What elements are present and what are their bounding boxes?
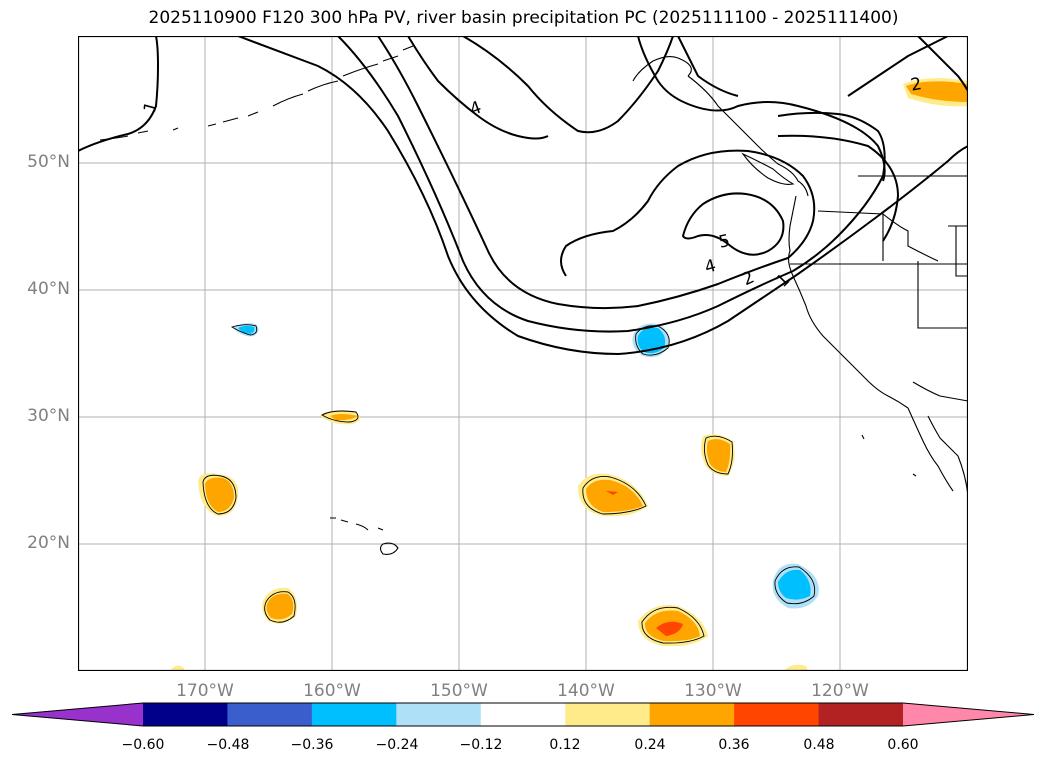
colorbar-segment: [311, 703, 397, 726]
colorbar-tick: 0.24: [634, 737, 666, 753]
colorbar-extend-high: [903, 703, 1034, 726]
colorbar-extend-low: [12, 703, 143, 726]
colorbar-tick: 0.60: [887, 737, 919, 753]
colorbar-segment: [649, 703, 735, 726]
contour-5: [681, 192, 785, 256]
lat-label-50n: 50°N: [27, 152, 70, 172]
colorbar-outline: [11, 702, 1035, 727]
contour-label: 5: [717, 231, 732, 253]
contour-4: [377, 36, 816, 310]
colorbar-tick: 0.48: [803, 737, 835, 753]
contour-1-left: [78, 36, 160, 152]
lat-label-20n: 20°N: [27, 533, 70, 553]
colorbar-tick: 0.36: [718, 737, 750, 753]
pv-contours: [78, 36, 968, 356]
contour-label: 4: [703, 256, 719, 278]
map-plot: 1 4 5 4 2 1 2: [78, 36, 968, 671]
colorbar-tick: −0.12: [459, 737, 503, 753]
lon-label-130w: 130°W: [684, 681, 742, 701]
colorbar-segment: [396, 703, 482, 726]
lon-label-160w: 160°W: [303, 681, 361, 701]
blob-orange-edge1: [170, 665, 184, 671]
precip-shading: [170, 78, 968, 671]
colorbar-segment: [143, 703, 228, 726]
shading-outlines: [202, 324, 816, 644]
map-border: [78, 36, 968, 671]
plot-title: 2025110900 F120 300 hPa PV, river basin …: [148, 8, 899, 28]
colorbar-segment: [565, 703, 651, 726]
lat-label-30n: 30°N: [27, 406, 70, 426]
colorbar-segment: [734, 703, 820, 726]
lon-label-170w: 170°W: [176, 681, 234, 701]
colorbar-tick: −0.48: [206, 737, 250, 753]
contour-label: 2: [909, 74, 923, 96]
blob-orange-edge2: [784, 664, 808, 671]
contour-label: 1: [140, 99, 162, 115]
contour-1-outer: [237, 36, 968, 356]
map-background: [78, 36, 968, 671]
lon-label-120w: 120°W: [811, 681, 869, 701]
colorbar-segment: [818, 703, 904, 726]
colorbar-tick: −0.24: [375, 737, 419, 753]
colorbar: [11, 702, 1035, 727]
lon-label-140w: 140°W: [557, 681, 615, 701]
colorbar-tick: 0.12: [549, 737, 581, 753]
contour-2: [337, 36, 886, 333]
lon-label-150w: 150°W: [430, 681, 488, 701]
colorbar-segment: [227, 703, 313, 726]
lat-label-40n: 40°N: [27, 279, 70, 299]
colorbar-tick: −0.36: [290, 737, 334, 753]
colorbar-segment: [480, 703, 566, 726]
colorbar-tick: −0.60: [121, 737, 165, 753]
coastlines: [99, 45, 968, 555]
